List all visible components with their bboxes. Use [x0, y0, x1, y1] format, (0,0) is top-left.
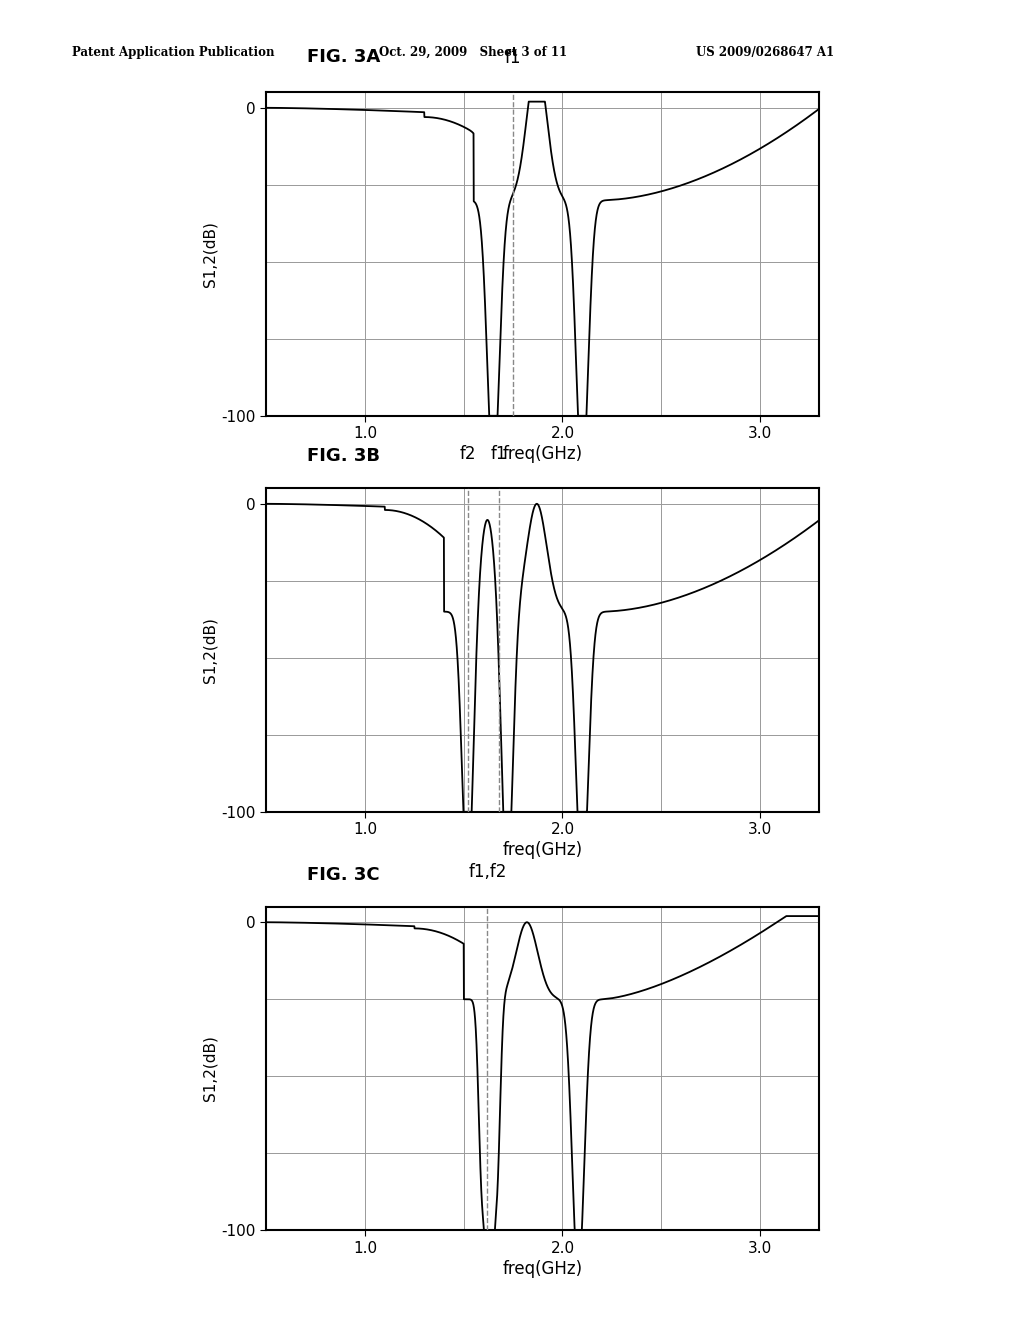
Text: Oct. 29, 2009   Sheet 3 of 11: Oct. 29, 2009 Sheet 3 of 11	[379, 46, 567, 59]
Text: f1: f1	[505, 49, 521, 66]
Text: FIG. 3C: FIG. 3C	[307, 866, 380, 884]
Text: f2: f2	[460, 445, 476, 462]
Text: FIG. 3A: FIG. 3A	[307, 48, 381, 66]
X-axis label: freq(GHz): freq(GHz)	[503, 1259, 583, 1278]
Y-axis label: S1,2(dB): S1,2(dB)	[203, 618, 217, 682]
X-axis label: freq(GHz): freq(GHz)	[503, 841, 583, 859]
Y-axis label: S1,2(dB): S1,2(dB)	[203, 1036, 217, 1101]
Text: f1: f1	[492, 445, 508, 462]
Text: FIG. 3B: FIG. 3B	[307, 446, 380, 465]
X-axis label: freq(GHz): freq(GHz)	[503, 445, 583, 463]
Text: Patent Application Publication: Patent Application Publication	[72, 46, 274, 59]
Y-axis label: S1,2(dB): S1,2(dB)	[203, 222, 217, 286]
Text: f1,f2: f1,f2	[468, 863, 507, 880]
Text: US 2009/0268647 A1: US 2009/0268647 A1	[696, 46, 835, 59]
